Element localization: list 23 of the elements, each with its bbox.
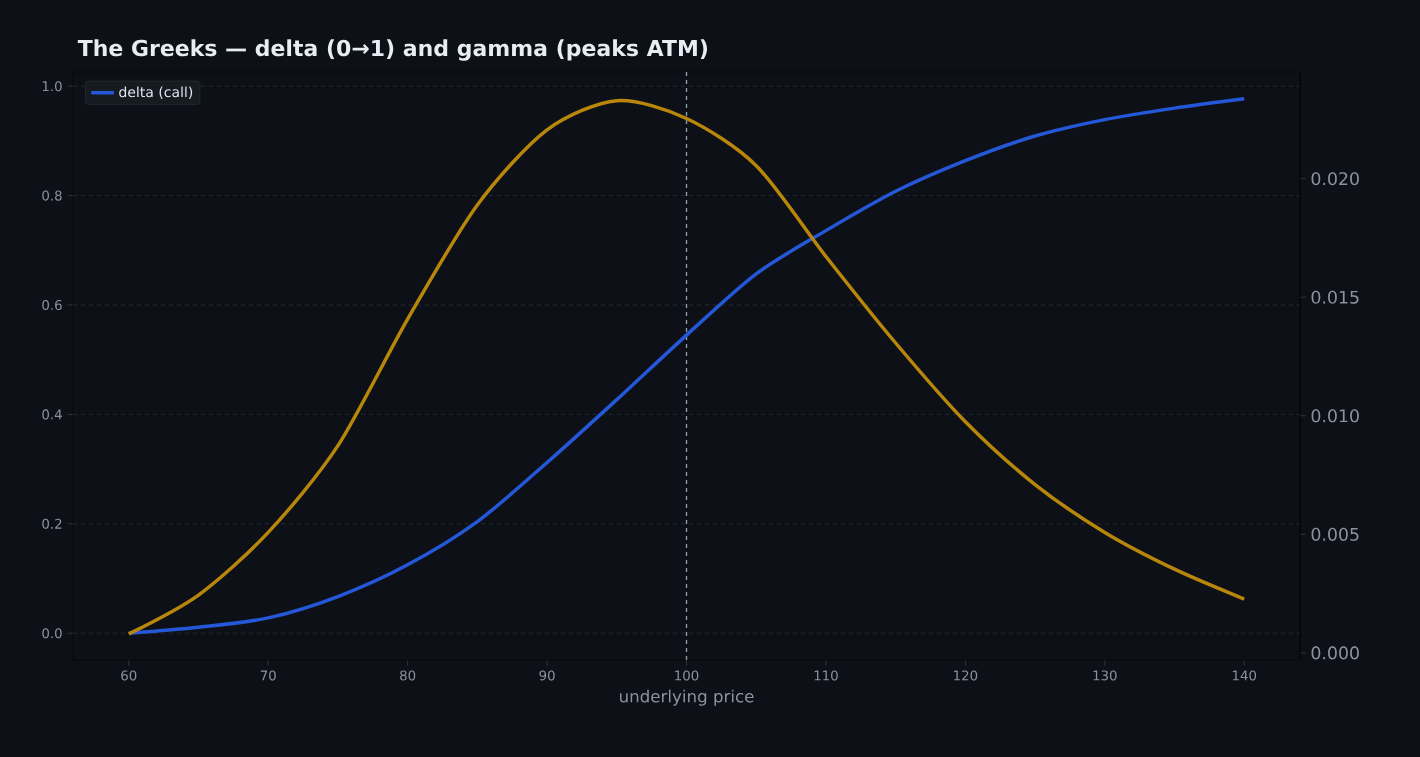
x-tick-label: 120 xyxy=(954,670,978,681)
x-tick-label: 70 xyxy=(260,670,276,681)
y-tick-label: 0.0 xyxy=(42,628,62,639)
chart-title: The Greeks — delta (0→1) and gamma (peaks ATM) xyxy=(77,39,708,61)
y2-tick-label: 0.005 xyxy=(1311,527,1359,541)
x-tick-label: 130 xyxy=(1093,670,1117,681)
x-tick-label: 100 xyxy=(675,670,699,681)
x-tick-label: 90 xyxy=(539,670,555,681)
y-tick-label: 0.2 xyxy=(42,518,62,529)
y2-tick-label: 0.015 xyxy=(1311,290,1359,304)
y2-tick-label: 0.020 xyxy=(1311,172,1359,186)
y-tick-label: 0.8 xyxy=(42,190,62,201)
y2-tick-label: 0.000 xyxy=(1311,646,1359,660)
x-axis-title: underlying price xyxy=(620,689,754,706)
y-tick-label: 1.0 xyxy=(42,81,62,92)
x-tick-label: 140 xyxy=(1232,670,1257,681)
x-tick-label: 110 xyxy=(814,670,838,681)
legend-label: delta (call) xyxy=(119,86,193,99)
y-tick-label: 0.4 xyxy=(42,409,62,420)
x-tick-label: 80 xyxy=(400,670,416,681)
y-tick-label: 0.6 xyxy=(42,299,62,311)
y2-tick-label: 0.010 xyxy=(1311,409,1359,423)
x-tick-label: 60 xyxy=(121,670,137,681)
